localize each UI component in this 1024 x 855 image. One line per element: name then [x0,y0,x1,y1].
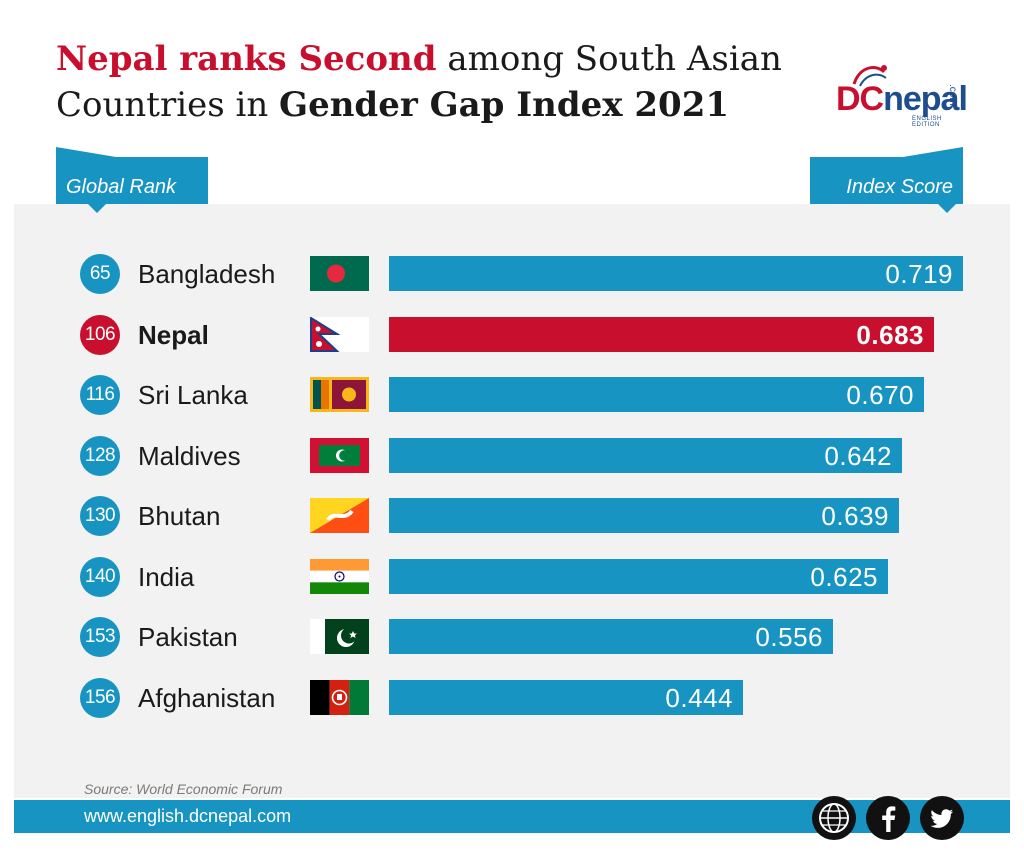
globe-icon[interactable] [812,796,856,840]
source-text: Source: World Economic Forum [84,781,283,797]
rank-badge: 116 [80,375,120,415]
rank-badge: 65 [80,254,120,294]
title-text-2: Countries in [56,85,280,125]
sri-lanka-flag [310,377,369,412]
score-value-label: 0.683 [856,320,924,350]
rank-badge: 130 [80,496,120,536]
index-score-notch [938,204,956,213]
title-line-1: Nepal ranks Second among South Asian [56,36,816,82]
chart-row: 140 India 0.625 [0,557,1024,597]
score-value-label: 0.642 [824,441,892,471]
score-bar: 0.683 [389,317,934,352]
bangladesh-flag [310,256,369,291]
score-value-label: 0.556 [755,622,823,652]
logo-swirl-icon [852,65,887,87]
chart-row: 65 Bangladesh 0.719 [0,254,1024,294]
score-value-label: 0.670 [846,380,914,410]
dcnepal-logo: DCnepal .com ENGLISH EDITION [836,62,968,128]
rank-badge: 140 [80,557,120,597]
chart-row: 106 Nepal 0.683 [0,315,1024,355]
chart-row: 130 Bhutan 0.639 [0,496,1024,536]
index-score-header: Index Score [810,147,963,204]
score-bar: 0.556 [389,619,833,654]
score-value-label: 0.444 [665,683,733,713]
country-label: Maldives [138,441,241,471]
chart-title: Nepal ranks Second among South Asian Cou… [56,36,816,128]
chart-row: 153 Pakistan 0.556 [0,617,1024,657]
website-link[interactable]: www.english.dcnepal.com [84,806,292,826]
country-label: Bangladesh [138,259,276,289]
title-text: among South Asian [436,39,782,79]
score-bar: 0.670 [389,377,924,412]
rank-badge: 128 [80,436,120,476]
title-line-2: Countries in Gender Gap Index 2021 [56,82,816,128]
maldives-flag [310,438,369,473]
pakistan-flag [310,619,369,654]
country-label: Afghanistan [138,683,276,713]
chart-row: 116 Sri Lanka 0.670 [0,375,1024,415]
score-value-label: 0.625 [810,562,878,592]
logo-wordmark: DCnepal [836,80,968,119]
country-label: India [138,562,195,592]
rank-badge: 106 [80,315,120,355]
score-bar: 0.444 [389,680,743,715]
footer-bar: www.english.dcnepal.com [14,800,1010,833]
twitter-icon[interactable] [920,796,964,840]
global-rank-notch [88,204,106,213]
country-label: Bhutan [138,501,221,531]
global-rank-header: Global Rank [56,147,208,204]
bhutan-flag [310,498,369,533]
country-label: Pakistan [138,622,238,652]
logo-dc: DC [836,80,884,118]
nepal-flag [310,317,369,352]
score-bar: 0.625 [389,559,888,594]
country-label: Nepal [138,320,209,350]
logo-edition: ENGLISH EDITION [912,116,942,128]
country-label: Sri Lanka [138,380,248,410]
facebook-icon[interactable] [866,796,910,840]
chart-row: 156 Afghanistan 0.444 [0,678,1024,718]
chart-row: 128 Maldives 0.642 [0,436,1024,476]
score-value-label: 0.719 [885,259,953,289]
afghanistan-flag [310,680,369,715]
score-bar: 0.719 [389,256,963,291]
india-flag [310,559,369,594]
logo-nepal: nepal [883,80,968,118]
score-value-label: 0.639 [821,501,889,531]
rank-badge: 156 [80,678,120,718]
score-bar: 0.642 [389,438,902,473]
rank-badge: 153 [80,617,120,657]
title-bold: Gender Gap Index 2021 [279,85,730,125]
title-highlight: Nepal ranks Second [56,39,437,79]
score-bar: 0.639 [389,498,899,533]
